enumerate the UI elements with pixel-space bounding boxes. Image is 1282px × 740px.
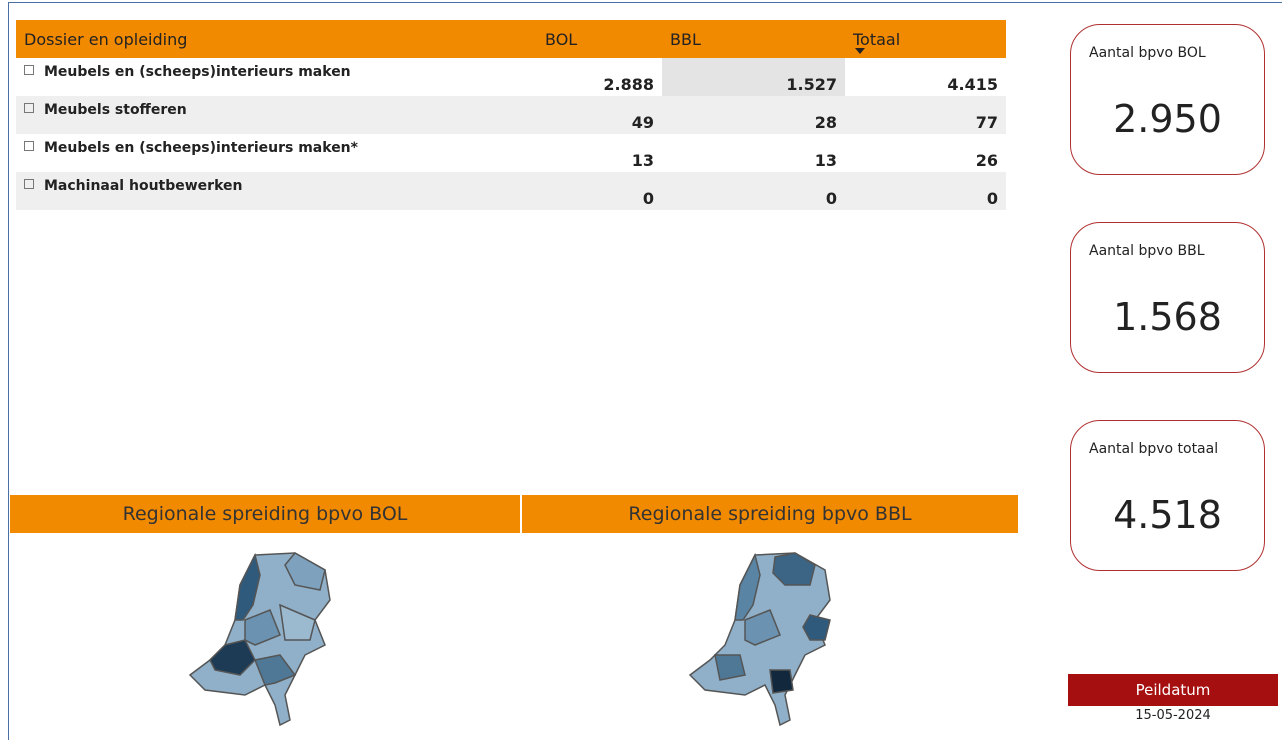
cell-value: 4.415 [947, 75, 998, 94]
column-header[interactable]: BOL [537, 20, 662, 58]
kpi-card: Aantal bpvo BOL 2.950 [1070, 24, 1265, 175]
cell-value: 13 [814, 151, 837, 170]
expand-icon[interactable] [24, 103, 34, 113]
row-label-text: Meubels en (scheeps)interieurs maken [44, 64, 351, 80]
kpi-card: Aantal bpvo totaal 4.518 [1070, 420, 1265, 571]
kpi-value: 1.568 [1113, 295, 1222, 339]
kpi-value: 4.518 [1113, 493, 1222, 537]
row-label-text: Machinaal houtbewerken [44, 178, 243, 194]
kpi-value: 2.950 [1113, 97, 1222, 141]
row-label: Meubels en (scheeps)interieurs maken* [16, 134, 537, 172]
row-label-text: Meubels stofferen [44, 102, 187, 118]
regions [188, 552, 331, 727]
expand-icon[interactable] [24, 179, 34, 189]
map-title: Regionale spreiding bpvo BBL [522, 495, 1018, 533]
regions [688, 552, 831, 727]
kpi-card: Aantal bpvo BBL 1.568 [1070, 222, 1265, 373]
header-row: Dossier en opleiding BOL BBL Totaal [16, 20, 1006, 58]
cell-value: 13 [631, 151, 654, 170]
column-header[interactable]: Totaal [845, 20, 1006, 58]
kpi-label: Aantal bpvo totaal [1089, 441, 1219, 457]
data-table: Dossier en opleiding BOL BBL Totaal Meub… [16, 20, 1006, 210]
row-label: Meubels stofferen [16, 96, 537, 134]
expand-icon[interactable] [24, 65, 34, 75]
expand-icon[interactable] [24, 141, 34, 151]
column-header[interactable]: BBL [662, 20, 845, 58]
row-label-text: Meubels en (scheeps)interieurs maken* [44, 140, 358, 156]
table-body: Meubels en (scheeps)interieurs maken 2.88… [16, 58, 1006, 210]
column-header[interactable]: Dossier en opleiding [16, 20, 537, 58]
cell-value: 49 [537, 96, 662, 134]
kpi-label: Aantal bpvo BOL [1089, 45, 1206, 61]
map[interactable] [185, 545, 345, 730]
map-title: Regionale spreiding bpvo BOL [10, 495, 520, 533]
table-row[interactable]: Meubels en (scheeps)interieurs maken 2.88… [16, 58, 1006, 96]
cell-value: 26 [975, 151, 998, 170]
cell-value: 28 [662, 96, 845, 134]
cell-value: 0 [662, 172, 845, 210]
frame [8, 2, 9, 740]
kpi-label: Aantal bpvo BBL [1089, 243, 1205, 259]
cell-value: 1.527 [662, 58, 845, 96]
table-row[interactable]: Meubels stofferen 49 28 77 [16, 96, 1006, 134]
cell-value: 0 [845, 172, 1006, 210]
map[interactable] [685, 545, 845, 730]
row-label: Meubels en (scheeps)interieurs maken [16, 58, 537, 96]
cell-value: 2.888 [603, 75, 654, 94]
peildatum-date: 15-05-2024 [1135, 708, 1211, 723]
peildatum-label: Peildatum [1068, 674, 1278, 706]
cell-value: 0 [537, 172, 662, 210]
frame [8, 2, 1282, 3]
table-row[interactable]: Meubels en (scheeps)interieurs maken* 13 1… [16, 134, 1006, 172]
table-row[interactable]: Machinaal houtbewerken 0 0 0 [16, 172, 1006, 210]
row-label: Machinaal houtbewerken [16, 172, 537, 210]
cell-value: 77 [845, 96, 1006, 134]
